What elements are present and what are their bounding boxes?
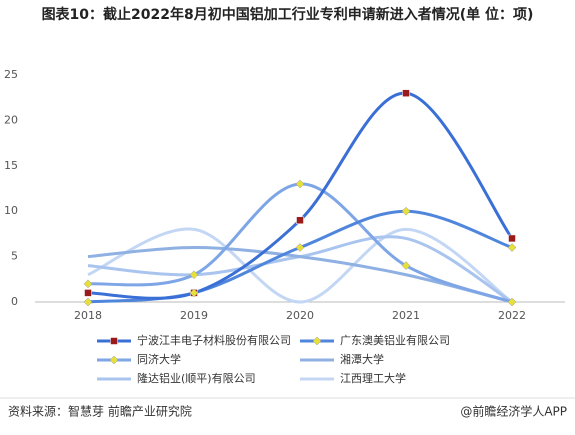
series-line xyxy=(87,91,514,300)
series-line xyxy=(87,227,513,304)
y-tick-label: 20 xyxy=(4,113,18,126)
marker xyxy=(312,336,322,346)
y-tick-label: 15 xyxy=(4,159,18,172)
marker xyxy=(83,297,93,307)
series-line xyxy=(87,182,513,304)
marker xyxy=(189,288,199,298)
marker xyxy=(507,243,517,252)
x-tick-label: 2022 xyxy=(498,309,526,322)
marker xyxy=(83,279,93,289)
y-tick-label: 0 xyxy=(11,295,18,308)
legend-label: 隆达铝业(顺平)有限公司 xyxy=(137,371,256,385)
y-tick-label: 10 xyxy=(4,204,18,217)
marker xyxy=(507,297,517,307)
legend-label: 宁波江丰电子材料股份有限公司 xyxy=(137,333,291,347)
marker xyxy=(295,179,305,189)
legend-label: 广东澳美铝业有限公司 xyxy=(340,333,450,347)
y-tick-label: 25 xyxy=(4,68,18,81)
x-tick-label: 2019 xyxy=(180,309,208,322)
x-tick-label: 2020 xyxy=(286,309,314,322)
credit: @前瞻经济学人APP xyxy=(460,404,567,419)
source: 资料来源：智慧芽 前瞻产业研究院 xyxy=(8,404,192,419)
legend-label: 江西理工大学 xyxy=(340,371,406,385)
x-tick-label: 2018 xyxy=(74,309,102,322)
legend-label: 湘潭大学 xyxy=(340,352,384,366)
marker xyxy=(401,261,411,271)
series-line xyxy=(87,246,513,304)
chart-title: 图表10：截止2022年8月初中国铝加工行业专利申请新进入者情况(单 位：项) xyxy=(41,7,534,23)
marker xyxy=(296,216,304,225)
marker xyxy=(110,337,118,345)
marker xyxy=(109,355,119,365)
marker xyxy=(508,234,516,243)
y-tick-label: 5 xyxy=(11,250,18,263)
legend-label: 同济大学 xyxy=(137,352,181,366)
marker xyxy=(401,206,411,216)
marker xyxy=(295,243,305,252)
marker xyxy=(189,270,199,280)
marker xyxy=(84,289,92,297)
x-tick-label: 2021 xyxy=(392,309,420,322)
marker xyxy=(402,89,410,97)
